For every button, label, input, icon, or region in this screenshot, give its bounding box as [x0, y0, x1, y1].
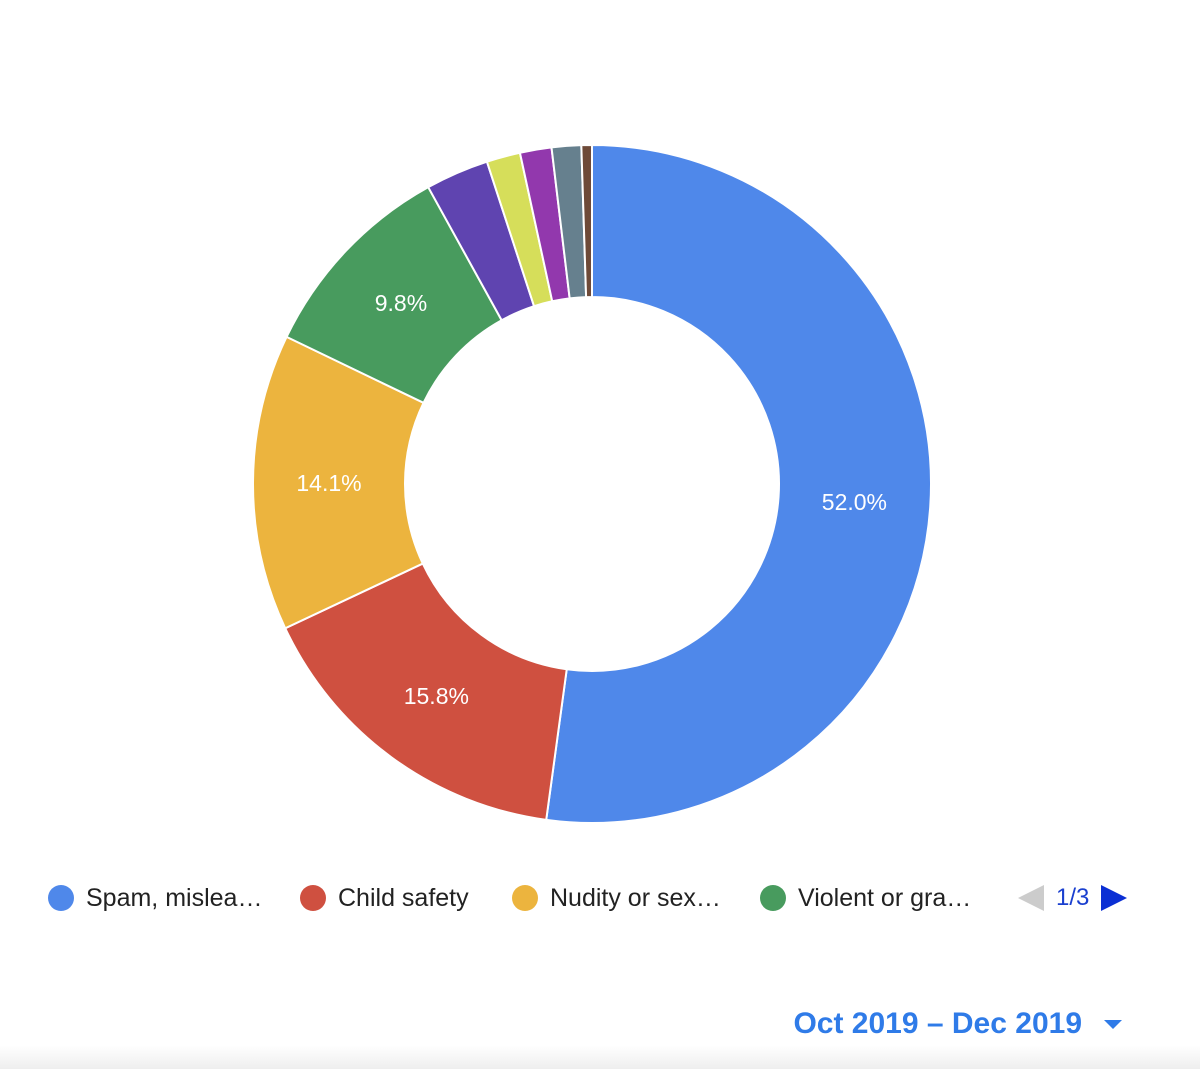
data-label-0: 52.0% [822, 489, 887, 515]
legend-dot-nudity [512, 885, 538, 911]
data-label-3: 9.8% [375, 290, 427, 316]
data-label-1: 15.8% [404, 683, 469, 709]
legend: Spam, mislea… Child safety Nudity or sex… [48, 878, 1158, 918]
legend-dot-child-safety [300, 885, 326, 911]
legend-dot-spam [48, 885, 74, 911]
donut-chart-svg: 52.0% 15.8% 14.1% 9.8% [252, 143, 932, 824]
donut-slice-1[interactable] [283, 562, 568, 822]
donut-chart: 52.0% 15.8% 14.1% 9.8% Spam, mislea… Child … [48, 143, 1158, 918]
data-labels-layer: 52.0% 15.8% 14.1% 9.8% [296, 290, 887, 709]
next-page-icon[interactable] [1101, 885, 1128, 911]
date-range-label: Oct 2019 – Dec 2019 [793, 1007, 1082, 1040]
date-range-selector[interactable]: Oct 2019 – Dec 2019 [793, 1004, 1122, 1044]
legend-label-child-safety: Child safety [338, 883, 469, 912]
donut-slice-8[interactable] [580, 143, 593, 299]
legend-item-spam[interactable]: Spam, mislea… [48, 878, 262, 918]
legend-label-violent: Violent or gra… [798, 883, 972, 912]
legend-label-nudity: Nudity or sex… [550, 883, 721, 912]
chevron-down-icon [1104, 1019, 1122, 1029]
legend-dot-violent [760, 885, 786, 911]
legend-item-child-safety[interactable]: Child safety [300, 878, 469, 918]
donut-slice-0[interactable] [545, 143, 932, 824]
legend-label-spam: Spam, mislea… [86, 883, 263, 912]
footer-bar [0, 990, 1200, 1069]
slices-layer [252, 143, 932, 824]
donut-slice-2[interactable] [252, 335, 425, 630]
legend-page-indicator: 1/3 [1056, 884, 1090, 911]
data-label-2: 14.1% [296, 470, 361, 496]
legend-item-nudity[interactable]: Nudity or sex… [512, 878, 721, 918]
previous-page-icon[interactable] [1018, 885, 1044, 911]
legend-item-violent[interactable]: Violent or gra… [760, 878, 971, 918]
legend-pager: 1/3 [1018, 878, 1128, 918]
